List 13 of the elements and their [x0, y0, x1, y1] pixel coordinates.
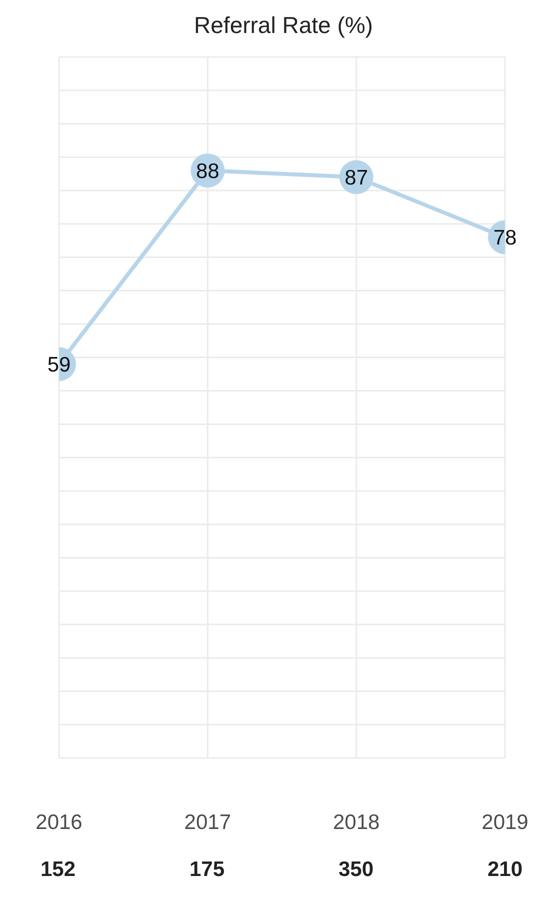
data-label: 78	[493, 226, 517, 250]
data-label: 88	[196, 160, 220, 183]
chart-title: Referral Rate (%)	[193, 11, 374, 40]
text: 350	[337, 857, 375, 883]
text: 152	[39, 857, 77, 883]
x-tick-label: 2016	[36, 811, 82, 834]
x-tick-label: 2018	[332, 811, 380, 834]
text: 175	[188, 857, 226, 883]
text: 210	[486, 857, 524, 883]
data-label: 87	[344, 166, 368, 190]
x-tick-label: 2019	[482, 811, 528, 834]
x-tick-label: 2017	[184, 811, 232, 834]
data-label: 59	[47, 354, 71, 377]
